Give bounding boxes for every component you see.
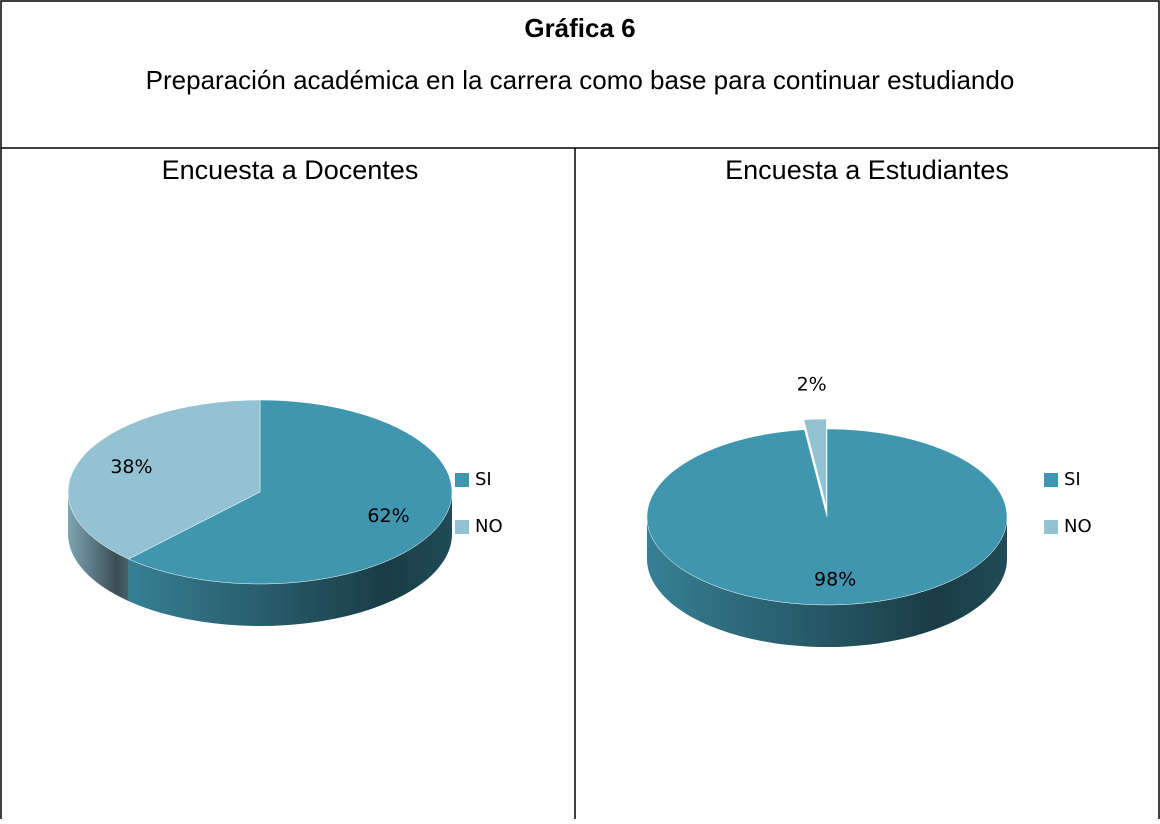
slice-top xyxy=(127,399,453,585)
slice-top xyxy=(67,399,261,560)
chart-title: Encuesta a Docentes xyxy=(162,155,419,185)
slice-top xyxy=(646,428,1008,606)
data-label: 38% xyxy=(110,456,152,478)
legend-label: SI xyxy=(1064,469,1081,490)
header-subtitle: Preparación académica en la carrera como… xyxy=(146,65,1015,95)
legend-swatch xyxy=(455,473,469,487)
legend-label: NO xyxy=(1064,516,1092,537)
header-title: Gráfica 6 xyxy=(524,13,635,43)
pie-slice xyxy=(67,399,261,602)
slice-top xyxy=(803,418,827,508)
pie-slice xyxy=(646,428,1008,647)
pie-slice xyxy=(803,418,827,508)
data-label: 62% xyxy=(367,505,409,527)
slice-side-shade xyxy=(128,492,452,626)
slice-side-shade xyxy=(68,492,129,602)
slice-side-shade xyxy=(647,517,1007,647)
chart-title: Encuesta a Estudiantes xyxy=(725,155,1009,185)
legend-label: NO xyxy=(475,516,503,537)
data-label: 2% xyxy=(797,373,827,395)
legend-label: SI xyxy=(475,469,492,490)
legend-swatch xyxy=(1044,473,1058,487)
legend-swatch xyxy=(1044,520,1058,534)
pie-slice xyxy=(127,399,453,626)
legend-swatch xyxy=(455,520,469,534)
data-label: 98% xyxy=(814,569,856,591)
